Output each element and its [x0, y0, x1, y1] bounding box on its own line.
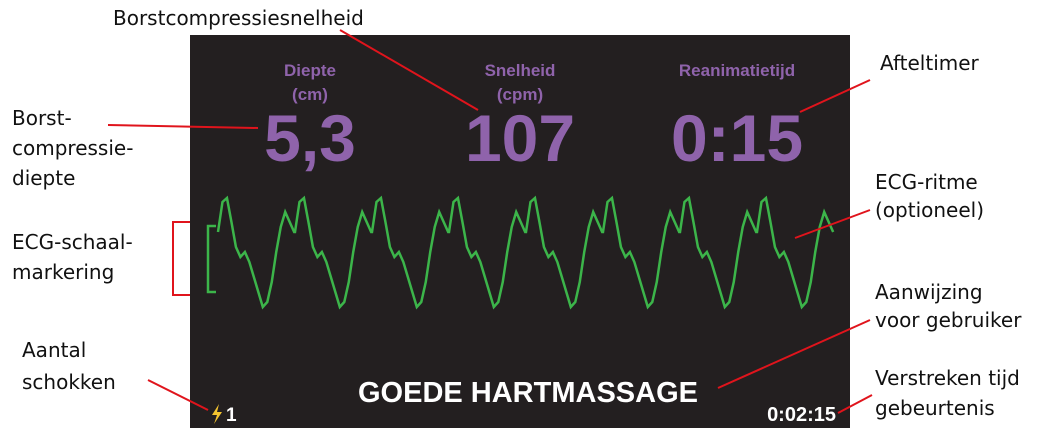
- metric-label: Snelheid: [485, 61, 556, 80]
- user-prompt: GOEDE HARTMASSAGE: [358, 377, 698, 409]
- callout-text: markering: [12, 260, 114, 284]
- callout-text: diepte: [12, 166, 75, 190]
- callout-text: schokken: [22, 370, 116, 394]
- shock-icon: [212, 404, 222, 424]
- callout-text: Aanwijzing: [875, 280, 983, 304]
- metric-label: Reanimatietijd: [679, 61, 795, 80]
- metric-label: (cpm): [497, 85, 543, 104]
- metrics: Diepte (cm)5,3 Snelheid (cpm)107 Reanimatiet…: [264, 61, 803, 175]
- callout-text: compressie-: [12, 136, 133, 160]
- callout-text: Verstreken tijd: [875, 366, 1020, 390]
- leader-lines: [107, 29, 873, 414]
- callout-text: Borst-: [12, 106, 72, 130]
- screen: [190, 35, 850, 428]
- leader: [107, 124, 259, 129]
- metric-value: 107: [465, 101, 575, 175]
- elapsed-time: 0:02:15: [767, 404, 836, 426]
- leader: [339, 29, 479, 111]
- shock-count: 1: [226, 405, 237, 426]
- callout-text: gebeurtenis: [875, 396, 995, 420]
- callout-text: Borstcompressiesnelheid: [113, 6, 364, 30]
- leader: [799, 79, 871, 113]
- leader: [837, 394, 873, 414]
- metric-value: 5,3: [264, 101, 356, 175]
- callouts: Borstcompressiesnelheid Afteltimer Borst-c…: [12, 6, 1022, 420]
- metric-label: (cm): [292, 85, 328, 104]
- leader: [147, 379, 209, 411]
- callout-text: ECG-ritme: [875, 170, 978, 194]
- bracket: [172, 221, 190, 296]
- ecg-trace: [216, 195, 835, 310]
- leader: [794, 209, 871, 239]
- callout-text: voor gebruiker: [875, 308, 1022, 332]
- callout-text: (optioneel): [875, 198, 984, 222]
- ecg-scale-marker: [206, 224, 216, 294]
- metric-label: Diepte: [284, 61, 336, 80]
- callout-text: Afteltimer: [880, 51, 980, 75]
- callout-text: ECG-schaal-: [12, 230, 133, 254]
- metric-value: 0:15: [671, 101, 803, 175]
- callout-text: Aantal: [22, 338, 86, 362]
- leader: [717, 319, 871, 389]
